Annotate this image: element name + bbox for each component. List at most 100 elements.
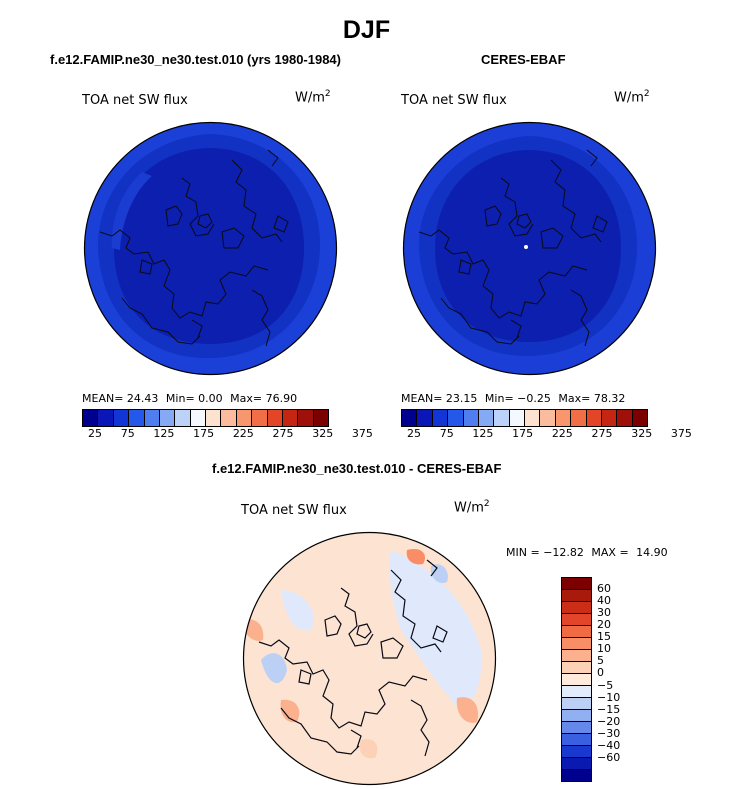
colorbar-tick-label: 10 [597,642,611,656]
season-title: DJF [342,16,391,44]
model-coastlines [99,149,289,347]
colorbar-tick-label: −60 [597,750,621,764]
colorbar-swatch [463,410,479,426]
colorbar-tick-label: 325 [631,427,653,440]
obs-panel-units: W/m2 [614,89,650,106]
model-stats: MEAN= 24.43 Min= 0.00 Max= 76.90 [82,392,298,405]
colorbar-swatch [509,410,525,426]
colorbar-tick-label: 75 [120,427,135,440]
colorbar-swatch [540,410,556,426]
colorbar-swatch [562,674,591,686]
diff-colorbar [561,577,592,782]
colorbar-swatch [562,614,591,626]
colorbar-swatch [298,410,314,426]
colorbar-tick-label: 375 [670,427,692,440]
model-colorbar-ticks: 25 75 125 175 225 275 325 375 [88,427,373,440]
colorbar-swatch [478,410,495,426]
colorbar-tick-label: 5 [597,654,604,668]
colorbar-swatch [571,410,587,426]
colorbar-swatch [562,602,591,614]
obs-inner-band [435,150,621,342]
obs-stats: MEAN= 23.15 Min= −0.25 Max= 78.32 [401,392,626,405]
colorbar-tick-label: 375 [351,427,373,440]
colorbar-swatch [562,650,591,662]
colorbar-swatch [494,410,510,426]
colorbar-swatch [586,410,602,426]
colorbar-tick-label: 30 [597,606,611,620]
diff-panel-title: f.e12.FAMIP.ne30_ne30.test.010 - CERES-E… [212,461,502,476]
obs-panel-title: CERES-EBAF [481,52,566,67]
colorbar-tick-label: −20 [597,714,621,728]
colorbar-swatch [144,410,160,426]
model-panel-title: f.e12.FAMIP.ne30_ne30.test.010 (yrs 1980… [50,52,341,67]
colorbar-swatch [562,758,591,770]
colorbar-swatch [113,410,130,426]
obs-panel-variable-label: TOA net SW flux [401,93,507,108]
colorbar-swatch [562,590,591,602]
colorbar-tick-label: −15 [597,702,621,716]
colorbar-tick-label: 60 [597,582,611,596]
colorbar-tick-label: 40 [597,594,611,608]
colorbar-swatch [236,410,253,426]
colorbar-tick-label: 25 [88,427,102,440]
colorbar-tick-label: 125 [472,427,494,440]
colorbar-swatch [221,410,237,426]
model-colorbar [82,409,329,427]
colorbar-swatch [252,410,268,426]
diff-polar-map [242,531,497,786]
colorbar-tick-label: 75 [439,427,454,440]
colorbar-swatch [562,662,591,674]
obs-polar-map [402,121,657,376]
diff-panel-units: W/m2 [454,499,490,516]
colorbar-swatch [562,770,591,781]
colorbar-swatch [562,746,591,758]
colorbar-swatch [417,410,433,426]
model-inner-band [114,148,304,344]
obs-colorbar [401,409,648,427]
colorbar-tick-label: 25 [407,427,421,440]
colorbar-swatch [129,410,145,426]
colorbar-swatch [402,410,418,426]
colorbar-swatch [206,410,222,426]
obs-coastlines [418,149,608,347]
colorbar-swatch [617,410,633,426]
colorbar-swatch [562,686,591,698]
colorbar-tick-label: 225 [551,427,573,440]
colorbar-tick-label: 125 [153,427,175,440]
diff-coastlines [258,559,448,757]
colorbar-swatch [601,410,618,426]
colorbar-tick-label: −5 [597,678,614,692]
colorbar-tick-label: 175 [193,427,215,440]
colorbar-swatch [98,410,114,426]
colorbar-swatch [555,410,572,426]
colorbar-swatch [562,722,591,734]
colorbar-swatch [562,734,591,746]
colorbar-swatch [282,410,299,426]
colorbar-tick-label: 15 [597,630,611,644]
colorbar-swatch [562,626,591,638]
colorbar-swatch [432,410,449,426]
obs-colorbar-ticks: 25 75 125 175 225 275 325 375 [407,427,692,440]
colorbar-tick-label: −30 [597,726,621,740]
colorbar-swatch [525,410,541,426]
model-panel-variable-label: TOA net SW flux [82,93,188,108]
diff-panel-variable-label: TOA net SW flux [241,503,347,518]
colorbar-swatch [313,410,328,426]
colorbar-tick-label: 175 [512,427,534,440]
colorbar-tick-label: 0 [597,666,604,680]
colorbar-tick-label: −40 [597,738,621,752]
colorbar-tick-label: 275 [272,427,294,440]
colorbar-tick-label: −10 [597,690,621,704]
obs-pole-marker [524,245,528,249]
colorbar-swatch [562,638,591,650]
colorbar-swatch [562,710,591,722]
colorbar-swatch [190,410,206,426]
colorbar-swatch [267,410,283,426]
colorbar-tick-label: 20 [597,618,611,632]
diff-stats: MIN = −12.82 MAX = 14.90 [506,546,668,559]
model-polar-map [83,121,338,376]
colorbar-swatch [175,410,191,426]
colorbar-swatch [83,410,99,426]
colorbar-swatch [448,410,464,426]
colorbar-tick-label: 275 [591,427,613,440]
